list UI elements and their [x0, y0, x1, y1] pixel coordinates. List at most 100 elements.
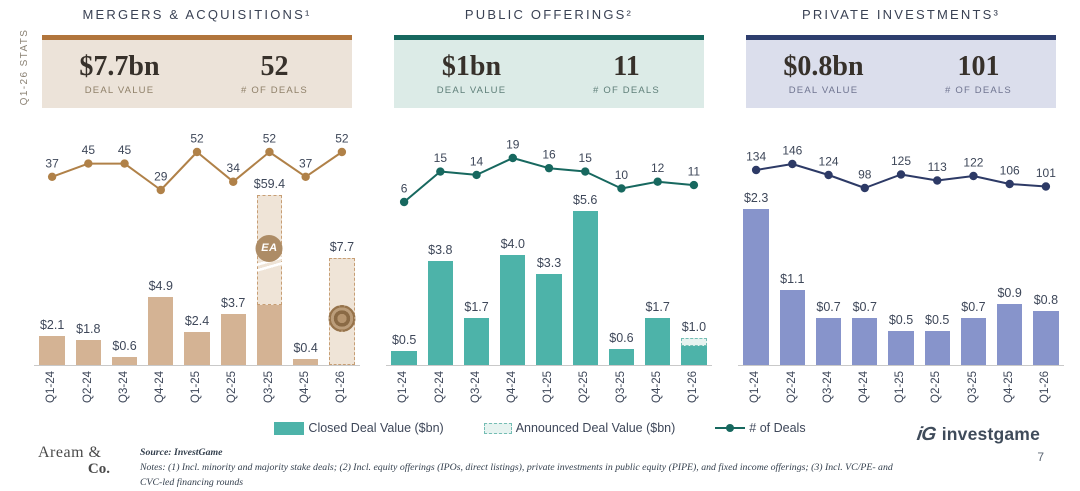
x-axis-label: Q4-25: [650, 371, 663, 403]
x-axis-tick: Q1-24: [386, 371, 422, 423]
stats-box: $1bn DEAL VALUE 11 # OF DEALS: [394, 35, 704, 108]
panel-public-offerings: PUBLIC OFFERINGS² $1bn DEAL VALUE 11 # O…: [386, 6, 712, 423]
announced-deal-bar: EA: [251, 195, 287, 365]
bar-column: $3.7: [215, 122, 251, 365]
x-axis-label: Q1-26: [335, 371, 348, 403]
deal-count-caption: # OF DEALS: [593, 84, 660, 96]
bar-column: $4.9: [143, 122, 179, 365]
closed-deal-bar: [743, 209, 769, 365]
x-axis-label: Q4-24: [858, 371, 871, 403]
panel-title: MERGERS & ACQUISITIONS¹: [82, 7, 312, 22]
announced-swatch-icon: [483, 422, 512, 434]
x-axis-tick: Q2-25: [567, 371, 603, 423]
bar-column: $0.5: [386, 122, 422, 365]
bar-value-label: $3.8: [428, 242, 453, 257]
bar-value-label: $2.1: [39, 317, 65, 332]
x-axis-tick: Q3-24: [106, 371, 142, 423]
x-axis-label: Q2-25: [578, 371, 591, 403]
bar-value-label: $59.4: [253, 177, 286, 191]
deal-value-number: $0.8bn: [783, 51, 864, 83]
bars-area: $2.1 $1.8 $0.6 $4.9 $2.4 $3.7 $59.4 EA $0.4 $7.7: [34, 122, 360, 365]
deal-value-caption: DEAL VALUE: [788, 84, 859, 96]
page-number: 7: [1037, 450, 1044, 464]
bar-column: $3.8: [422, 122, 458, 365]
bar-column: $1.0: [676, 122, 712, 365]
x-axis-tick: Q4-25: [992, 371, 1028, 423]
x-axis-label: Q3-24: [117, 371, 130, 403]
x-axis-label: Q1-26: [687, 371, 700, 403]
bar-value-label: $7.7: [329, 239, 355, 254]
legend-label: # of Deals: [749, 421, 806, 435]
pi-chart: $2.3 $1.1 $0.7 $0.7 $0.5 $0.5 $0.7 $0.9 $0.8 134…: [738, 122, 1064, 366]
deal-value-number: $7.7bn: [79, 51, 160, 83]
x-axis-tick: Q1-25: [531, 371, 567, 423]
closed-segment: [256, 305, 283, 365]
x-axis-tick: Q4-24: [143, 371, 179, 423]
closed-deal-bar: [500, 255, 526, 365]
x-axis-tick: Q2-25: [919, 371, 955, 423]
deal-count-stat: 11 # OF DEALS: [549, 52, 704, 96]
bar-value-label: $0.6: [609, 330, 634, 345]
bar-column: $0.6: [603, 122, 639, 365]
closed-deal-bar: [292, 359, 319, 365]
x-axis-tick: Q4-25: [640, 371, 676, 423]
announced-segment: [681, 337, 707, 346]
bar-column: $0.8: [1028, 122, 1064, 365]
x-axis-tick: Q2-24: [774, 371, 810, 423]
bars-area: $0.5 $3.8 $1.7 $4.0 $3.3 $5.6 $0.6 $1.7 $1.0: [386, 122, 712, 365]
bar-value-label: $0.7: [816, 299, 841, 314]
investgame-logo: iG investgame: [915, 424, 1040, 446]
x-axis-label: Q4-24: [506, 371, 519, 403]
bar-column: $1.7: [640, 122, 676, 365]
bar-value-label: $0.5: [888, 313, 914, 328]
x-axis-tick: Q1-26: [676, 371, 712, 423]
bar-column: $59.4 EA: [251, 122, 287, 365]
chart-panels: MERGERS & ACQUISITIONS¹ $7.7bn DEAL VALU…: [34, 6, 1064, 423]
closed-deal-bar: [220, 313, 246, 365]
bar-column: $4.0: [495, 122, 531, 365]
bar-value-label: $1.7: [645, 300, 670, 315]
bar-value-label: $0.7: [961, 299, 986, 314]
aream-co-logo: Aream & Co.: [38, 444, 114, 478]
deal-value-caption: DEAL VALUE: [436, 84, 507, 96]
bar-column: $0.6: [106, 122, 142, 365]
announced-segment: [328, 257, 356, 365]
bar-column: $0.5: [919, 122, 955, 365]
panel-title: PRIVATE INVESTMENTS³: [801, 7, 1001, 22]
x-axis-label: Q1-25: [542, 371, 555, 403]
x-axis-labels: Q1-24 Q2-24 Q3-24 Q4-24 Q1-25 Q2-25 Q3-25 Q4-25…: [386, 371, 712, 423]
bar-value-label: $1.1: [780, 272, 805, 287]
deal-value-stat: $1bn DEAL VALUE: [394, 52, 549, 96]
bar-value-label: $3.3: [536, 256, 562, 271]
x-axis-label: Q1-26: [1039, 371, 1052, 403]
x-axis-label: Q2-24: [81, 371, 94, 403]
bar-column: $3.3: [531, 122, 567, 365]
investgame-wordmark: investgame: [941, 424, 1040, 444]
deal-count-caption: # OF DEALS: [241, 84, 308, 96]
bar-value-label: $2.4: [184, 313, 210, 328]
closed-deal-bar: [644, 318, 671, 365]
bar-value-label: $0.5: [925, 313, 950, 328]
closed-deal-bar: [888, 331, 914, 365]
announced-segment: EA: [251, 195, 287, 306]
x-axis-tick: Q2-24: [422, 371, 458, 423]
stats-box: $7.7bn DEAL VALUE 52 # OF DEALS: [42, 35, 352, 108]
deal-count-caption: # OF DEALS: [945, 84, 1012, 96]
x-axis-tick: Q3-25: [251, 371, 287, 423]
x-axis-label: Q3-24: [821, 371, 834, 403]
bar-column: $1.7: [458, 122, 494, 365]
bar-column: $7.7: [324, 122, 360, 365]
x-axis-label: Q4-24: [154, 371, 167, 403]
closed-deal-bar: [463, 318, 490, 365]
ma-chart: $2.1 $1.8 $0.6 $4.9 $2.4 $3.7 $59.4 EA $0.4 $7.7 …: [34, 122, 360, 366]
legend: Closed Deal Value ($bn) Announced Deal V…: [0, 421, 1080, 435]
x-axis-tick: Q4-24: [847, 371, 883, 423]
bars-area: $2.3 $1.1 $0.7 $0.7 $0.5 $0.5 $0.7 $0.9 $0.8: [738, 122, 1064, 365]
bar-value-label: $4.0: [500, 237, 525, 251]
bar-column: $5.6: [567, 122, 603, 365]
closed-deal-bar: [996, 303, 1023, 365]
stats-box: $0.8bn DEAL VALUE 101 # OF DEALS: [746, 35, 1056, 108]
x-axis-tick: Q1-26: [1028, 371, 1064, 423]
deal-value-caption: DEAL VALUE: [84, 84, 155, 96]
closed-deal-bar: [39, 335, 65, 365]
